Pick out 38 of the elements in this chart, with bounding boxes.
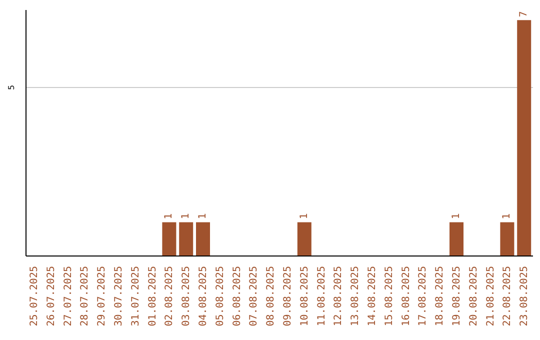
x-tick-label: 27.07.2025 — [62, 266, 74, 326]
x-tick-label: 15.08.2025 — [384, 266, 395, 326]
x-tick-label: 28.07.2025 — [80, 266, 91, 326]
x-tick-label: 29.07.2025 — [96, 266, 108, 326]
x-tick-label: 12.08.2025 — [333, 266, 344, 326]
x-tick-label: 08.08.2025 — [266, 266, 277, 326]
x-tick-label: 20.08.2025 — [468, 266, 480, 326]
data-label: 1 — [451, 213, 462, 220]
x-tick-label: 23.08.2025 — [519, 266, 530, 326]
x-tick-label: 21.08.2025 — [485, 266, 496, 326]
x-tick-label: 16.08.2025 — [400, 266, 412, 326]
x-tick-label: 09.08.2025 — [282, 266, 294, 326]
x-tick-label: 22.08.2025 — [502, 266, 514, 326]
y-tick-label: 5 — [7, 84, 16, 90]
x-tick-label: 31.07.2025 — [130, 266, 142, 326]
x-tick-label: 01.08.2025 — [147, 266, 158, 326]
x-tick-label: 26.07.2025 — [46, 266, 57, 326]
data-label: 7 — [518, 11, 530, 18]
x-tick-label: 11.08.2025 — [316, 266, 328, 326]
x-tick-label: 07.08.2025 — [248, 266, 260, 326]
data-label: 1 — [164, 213, 175, 220]
x-tick-label: 30.07.2025 — [113, 266, 124, 326]
x-tick-label: 17.08.2025 — [418, 266, 429, 326]
x-tick-label: 03.08.2025 — [181, 266, 192, 326]
x-tick-label: 19.08.2025 — [451, 266, 462, 326]
x-tick-label: 10.08.2025 — [299, 266, 310, 326]
x-tick-label: 05.08.2025 — [214, 266, 226, 326]
data-label: 1 — [502, 213, 513, 220]
x-tick-label: 25.07.2025 — [28, 266, 40, 326]
data-label: 1 — [180, 213, 192, 220]
x-tick-label: 14.08.2025 — [366, 266, 378, 326]
x-tick-label: 02.08.2025 — [164, 266, 176, 326]
x-tick-label: 06.08.2025 — [232, 266, 243, 326]
data-label: 1 — [198, 213, 208, 220]
x-tick-label: 18.08.2025 — [434, 266, 446, 326]
data-label: 1 — [298, 213, 310, 220]
x-tick-label: 13.08.2025 — [350, 266, 362, 326]
x-tick-label: 04.08.2025 — [198, 266, 209, 326]
